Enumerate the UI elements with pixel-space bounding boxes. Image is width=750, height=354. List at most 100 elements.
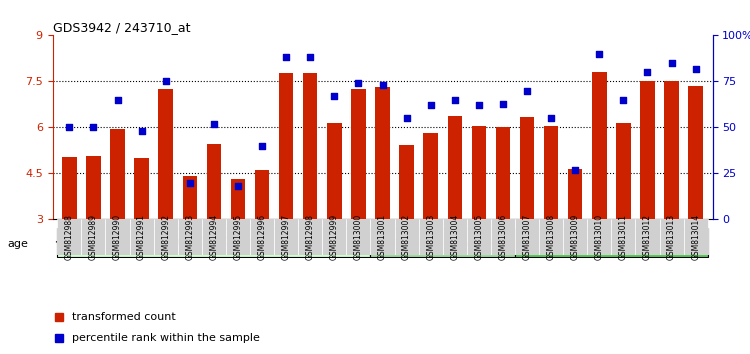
Text: GSM813010: GSM813010 [595,214,604,260]
Text: middle (42-61 years): middle (42-61 years) [388,237,497,247]
FancyBboxPatch shape [442,219,466,255]
Text: GSM813002: GSM813002 [402,214,411,260]
Text: GSM812993: GSM812993 [185,214,194,260]
Point [497,101,509,106]
FancyBboxPatch shape [250,219,274,255]
Point [472,103,484,108]
FancyBboxPatch shape [322,219,346,255]
Bar [255,170,269,219]
Point [160,79,172,84]
Bar [520,117,534,219]
Text: GSM812997: GSM812997 [282,214,291,260]
Point [593,51,605,57]
Point [617,97,629,103]
Text: GSM812988: GSM812988 [64,214,74,260]
FancyBboxPatch shape [106,219,130,255]
FancyBboxPatch shape [611,219,635,255]
FancyBboxPatch shape [683,219,708,255]
Bar [592,72,607,219]
Point [690,66,702,72]
Bar [448,116,462,219]
FancyBboxPatch shape [491,219,515,255]
Point [376,82,388,88]
Bar [424,133,438,219]
Point [88,125,100,130]
Point [328,93,340,99]
Point [256,143,268,149]
FancyBboxPatch shape [539,219,563,255]
Text: GDS3942 / 243710_at: GDS3942 / 243710_at [53,21,190,34]
Bar [472,126,486,219]
FancyBboxPatch shape [635,219,659,255]
Bar [399,145,414,219]
FancyBboxPatch shape [130,219,154,255]
FancyBboxPatch shape [659,219,683,255]
FancyBboxPatch shape [202,219,226,255]
Point [208,121,220,127]
Text: GSM812989: GSM812989 [89,214,98,260]
FancyBboxPatch shape [82,219,106,255]
FancyBboxPatch shape [563,219,587,255]
Text: GSM812992: GSM812992 [161,214,170,260]
Text: GSM813013: GSM813013 [667,214,676,260]
Point [136,128,148,134]
Text: age: age [8,239,28,249]
FancyBboxPatch shape [298,219,322,255]
Bar [616,123,631,219]
Point [63,125,75,130]
FancyBboxPatch shape [226,219,250,255]
Point [112,97,124,103]
Bar [496,126,510,219]
Bar [375,87,390,219]
Point [448,97,460,103]
Text: GSM812996: GSM812996 [257,214,266,260]
FancyBboxPatch shape [394,219,418,255]
Bar [110,129,125,219]
Point [184,180,196,185]
FancyBboxPatch shape [515,219,539,255]
Text: GSM813011: GSM813011 [619,214,628,260]
FancyBboxPatch shape [57,219,82,255]
FancyBboxPatch shape [274,219,298,255]
Text: GSM812991: GSM812991 [137,214,146,260]
Text: percentile rank within the sample: percentile rank within the sample [72,333,260,343]
Bar [568,169,583,219]
Bar [134,158,148,219]
Bar [182,176,197,219]
Point [641,69,653,75]
Text: old (65-84 years): old (65-84 years) [566,237,656,247]
Text: GSM812990: GSM812990 [113,214,122,260]
Text: GSM812995: GSM812995 [233,214,242,260]
Text: GSM813014: GSM813014 [692,214,700,260]
Text: GSM813008: GSM813008 [547,214,556,260]
FancyBboxPatch shape [419,219,442,255]
Point [304,55,316,60]
FancyBboxPatch shape [466,219,491,255]
FancyBboxPatch shape [57,228,370,257]
Text: GSM813000: GSM813000 [354,214,363,260]
Bar [688,86,703,219]
Bar [207,144,221,219]
Text: GSM812999: GSM812999 [330,214,339,260]
Bar [327,123,341,219]
Bar [664,81,679,219]
Bar [231,179,245,219]
FancyBboxPatch shape [178,219,202,255]
Text: GSM813007: GSM813007 [523,214,532,260]
Point [569,167,581,173]
Text: GSM813012: GSM813012 [643,214,652,260]
Point [424,103,436,108]
FancyBboxPatch shape [370,228,515,257]
Bar [62,156,76,219]
Bar [351,89,366,219]
FancyBboxPatch shape [515,228,708,257]
Text: GSM812994: GSM812994 [209,214,218,260]
Bar [544,126,558,219]
Text: GSM813004: GSM813004 [450,214,459,260]
Text: GSM812998: GSM812998 [306,214,315,260]
Bar [303,73,317,219]
Text: GSM813001: GSM813001 [378,214,387,260]
FancyBboxPatch shape [370,219,394,255]
Point [400,115,412,121]
Text: transformed count: transformed count [72,312,176,322]
